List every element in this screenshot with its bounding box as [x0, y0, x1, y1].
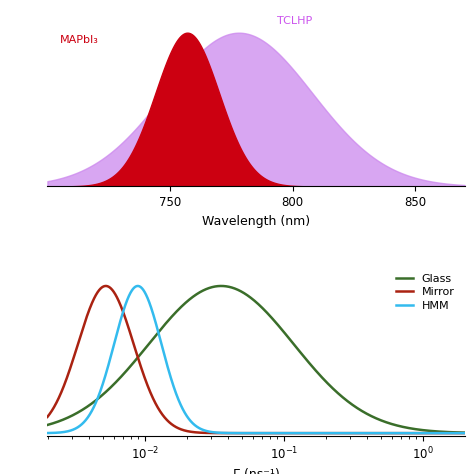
HMM	[409, 430, 414, 436]
HMM	[462, 430, 467, 436]
Mirror	[92, 294, 98, 300]
HMM	[117, 320, 123, 326]
X-axis label: Γ (ns⁻¹): Γ (ns⁻¹)	[233, 468, 279, 474]
Mirror	[409, 430, 414, 436]
Mirror	[462, 430, 467, 436]
Glass	[117, 375, 123, 381]
X-axis label: Wavelength (nm): Wavelength (nm)	[202, 215, 310, 228]
HMM	[45, 430, 50, 436]
Glass	[454, 429, 459, 435]
Legend: Glass, Mirror, HMM: Glass, Mirror, HMM	[392, 269, 459, 315]
Line: Glass: Glass	[47, 286, 465, 433]
Glass	[204, 286, 210, 292]
Line: Mirror: Mirror	[47, 286, 465, 433]
HMM	[92, 402, 98, 408]
Text: TCLHP: TCLHP	[277, 16, 312, 26]
Glass	[45, 422, 50, 428]
Line: HMM: HMM	[47, 286, 465, 433]
Glass	[462, 430, 467, 436]
HMM	[454, 430, 459, 436]
Glass	[92, 398, 98, 404]
Text: MAPbI₃: MAPbI₃	[60, 35, 99, 45]
HMM	[223, 430, 228, 436]
Mirror	[103, 283, 109, 289]
Mirror	[454, 430, 459, 436]
HMM	[205, 428, 210, 434]
Glass	[409, 426, 414, 431]
Mirror	[117, 301, 123, 307]
Mirror	[205, 430, 210, 436]
HMM	[135, 283, 141, 289]
Glass	[219, 283, 224, 289]
Glass	[223, 283, 228, 289]
Mirror	[223, 430, 228, 436]
Mirror	[45, 414, 50, 420]
